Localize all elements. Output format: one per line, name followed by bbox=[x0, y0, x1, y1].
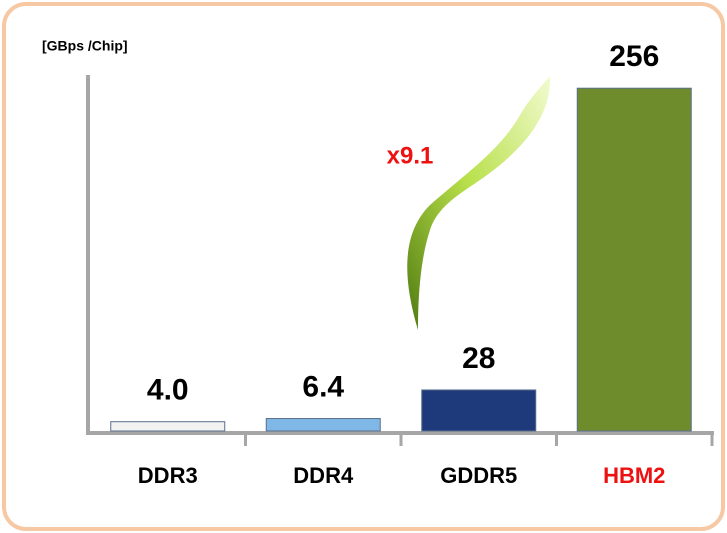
x-tick-label: DDR3 bbox=[138, 463, 198, 488]
value-label: 4.0 bbox=[147, 374, 189, 407]
annotation: x9.1 bbox=[387, 142, 434, 169]
value-label: 6.4 bbox=[302, 370, 344, 403]
bar bbox=[421, 389, 537, 432]
y-axis-label: [GBps /Chip] bbox=[42, 38, 128, 54]
growth-ribbon bbox=[407, 76, 551, 330]
value-label: 256 bbox=[609, 40, 659, 73]
bar bbox=[110, 421, 226, 432]
value-label: 28 bbox=[462, 342, 495, 375]
bar bbox=[265, 418, 381, 432]
x-tick-label: GDDR5 bbox=[440, 463, 517, 488]
x-tick-label: HBM2 bbox=[603, 463, 665, 488]
x-tick-label: DDR4 bbox=[293, 463, 354, 488]
bar bbox=[576, 87, 692, 432]
